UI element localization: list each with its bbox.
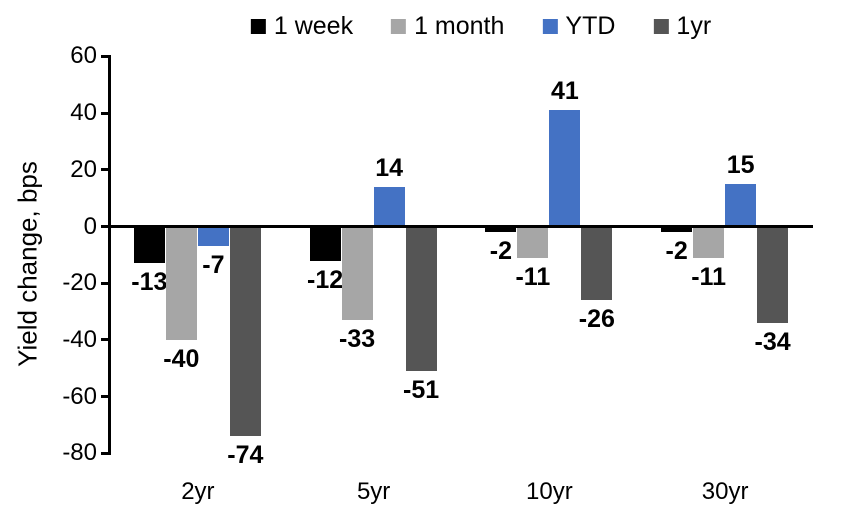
- data-label-1-month-10yr: -11: [515, 262, 551, 291]
- y-axis-tick: [101, 111, 108, 115]
- bar-1yr-5yr: [405, 228, 437, 372]
- y-axis-line: [108, 54, 111, 455]
- data-label-1-month-5yr: -33: [339, 325, 376, 354]
- legend-item-1-week: 1 week: [250, 11, 354, 41]
- y-axis-tick: [101, 338, 108, 342]
- bar-1-month-2yr: [165, 228, 197, 340]
- legend: 1 week 1 month YTD 1yr: [250, 9, 711, 43]
- data-label-1yr-30yr: -34: [754, 327, 791, 356]
- legend-swatch-icon: [653, 18, 669, 34]
- bar-1yr-30yr: [757, 228, 789, 323]
- y-axis-tick-label: 40: [70, 99, 97, 127]
- y-axis-tick: [101, 451, 108, 455]
- bar-ytd-2yr: [197, 228, 229, 247]
- legend-label: 1yr: [676, 11, 712, 40]
- y-axis-tick: [101, 225, 108, 228]
- legend-swatch-icon: [542, 18, 558, 34]
- data-label-1-month-30yr: -11: [691, 262, 726, 291]
- legend-item-1yr: 1yr: [653, 12, 711, 41]
- data-label-1yr-10yr: -26: [578, 305, 615, 334]
- bar-1yr-10yr: [581, 228, 613, 301]
- y-axis-tick: [101, 54, 108, 58]
- legend-item-ytd: YTD: [542, 12, 615, 41]
- bar-ytd-30yr: [725, 183, 757, 225]
- data-label-ytd-10yr: 41: [550, 77, 579, 106]
- y-axis-tick-label: -80: [62, 439, 97, 467]
- bar-1-week-2yr: [133, 228, 165, 264]
- bar-1-month-5yr: [341, 228, 373, 321]
- x-axis-zero-line: [108, 225, 813, 228]
- y-axis-tick: [101, 395, 108, 399]
- legend-label: YTD: [565, 11, 616, 40]
- legend-item-1-month: 1 month: [391, 12, 504, 41]
- x-axis-category-label-10yr: 10yr: [526, 478, 573, 505]
- legend-label: 1 week: [273, 11, 354, 40]
- bar-1yr-2yr: [229, 228, 261, 437]
- data-label-1-week-30yr: -2: [665, 237, 688, 266]
- legend-label: 1 month: [414, 11, 505, 40]
- y-axis-tick-label: -60: [62, 382, 97, 410]
- data-label-1-month-2yr: -40: [163, 344, 200, 373]
- legend-swatch-icon: [391, 18, 407, 34]
- y-axis-tick: [101, 168, 108, 172]
- y-axis-tick-label: 60: [70, 42, 97, 70]
- y-axis-tick-label: 20: [70, 155, 97, 183]
- bar-1-week-10yr: [485, 228, 517, 233]
- x-axis-category-label-2yr: 2yr: [181, 478, 215, 505]
- y-axis-tick-label: -20: [62, 269, 97, 297]
- y-axis-tick: [101, 281, 108, 285]
- y-axis-tick-label: 0: [83, 212, 97, 240]
- bar-1-week-30yr: [661, 228, 693, 233]
- data-label-ytd-30yr: 15: [726, 150, 755, 179]
- bar-ytd-10yr: [549, 110, 581, 225]
- bar-1-month-10yr: [517, 228, 549, 258]
- bar-1-week-5yr: [309, 228, 341, 261]
- data-label-1-week-2yr: -13: [131, 268, 168, 297]
- x-axis-category-label-30yr: 30yr: [701, 478, 749, 505]
- y-axis-tick-label: -40: [62, 325, 97, 353]
- data-label-1-week-10yr: -2: [489, 237, 512, 266]
- bar-1-month-30yr: [693, 228, 725, 258]
- x-axis-category-label-5yr: 5yr: [356, 478, 391, 505]
- legend-swatch-icon: [250, 18, 266, 34]
- data-label-ytd-2yr: -7: [202, 251, 225, 280]
- bar-ytd-5yr: [373, 186, 405, 225]
- data-label-ytd-5yr: 14: [375, 153, 404, 182]
- data-label-1-week-5yr: -12: [307, 265, 344, 294]
- data-label-1yr-2yr: -74: [227, 441, 264, 470]
- data-label-1yr-5yr: -51: [403, 376, 440, 405]
